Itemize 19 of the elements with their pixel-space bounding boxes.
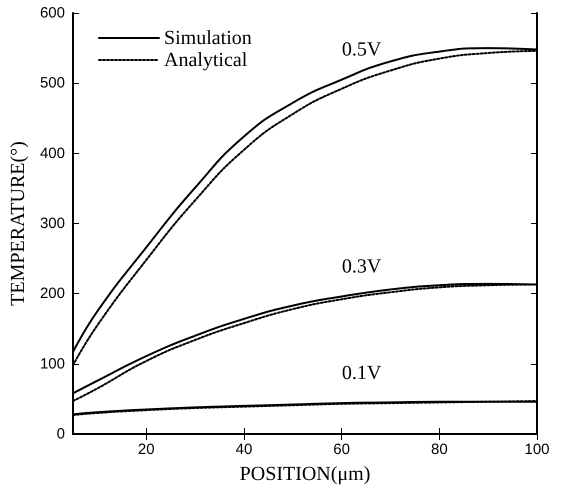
legend-label: Analytical bbox=[164, 49, 248, 71]
x-tick-label: 80 bbox=[430, 441, 448, 458]
y-tick-label: 100 bbox=[40, 355, 65, 372]
x-tick-label: 60 bbox=[333, 441, 350, 458]
annotation: 0.5V bbox=[342, 38, 382, 61]
x-axis-title: POSITION(μm) bbox=[240, 463, 370, 485]
y-tick-label: 500 bbox=[40, 74, 65, 92]
x-tick-label: 20 bbox=[138, 441, 155, 458]
y-tick-label: 400 bbox=[40, 144, 65, 162]
legend-label: Simulation bbox=[164, 27, 252, 49]
y-tick-label: 600 bbox=[40, 4, 65, 22]
y-tick-label: 200 bbox=[40, 285, 65, 302]
annotation: 0.3V bbox=[342, 255, 382, 278]
y-tick-label: 300 bbox=[40, 215, 65, 232]
annotation: 0.1V bbox=[342, 362, 382, 384]
x-tick-label: 100 bbox=[524, 441, 550, 458]
y-axis-title: TEMPERATURE(°) bbox=[7, 141, 29, 306]
y-tick-label: 0 bbox=[56, 426, 65, 442]
x-tick-label: 40 bbox=[236, 441, 252, 458]
